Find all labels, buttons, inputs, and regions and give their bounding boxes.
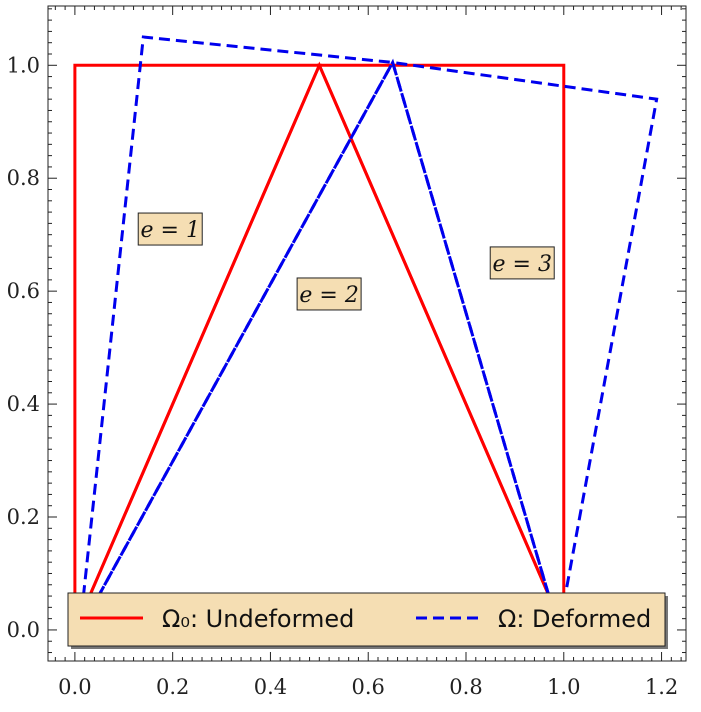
x-tick-label: 1.2 [645,675,678,699]
undeformed-element-2 [73,61,567,632]
element-label-3: e = 3 [493,252,552,277]
x-tick-label: 0.8 [449,675,482,699]
element-label-1: e = 1 [141,218,200,243]
annotation-box [296,277,362,311]
y-tick-label: 1.0 [7,53,40,77]
x-tick-label: 0.2 [156,675,189,699]
x-tick-label: 0.4 [254,675,287,699]
deformed-element-1 [78,35,396,631]
axis-ticks: 0.0 0.2 0.4 0.6 0.8 1.0 1.2 0.0 0.2 0.4 0.6 0.8 1.0 [7,6,686,699]
plot-frame [47,5,687,662]
annotation-box [137,212,203,246]
x-tick-label: 0.6 [352,675,385,699]
deformed-element-2 [78,58,561,632]
legend-box [67,592,666,647]
annotation-box [489,246,555,280]
element-annotations: e = 1 e = 2 e = 3 [137,212,555,311]
plot-lines [73,35,659,632]
element-label-2: e = 2 [299,283,358,308]
y-tick-label: 0.4 [7,392,40,416]
y-tick-label: 0.0 [7,618,40,642]
legend: Ω₀: Undeformed Ω: Deformed [67,592,668,649]
undeformed-legend-label: Ω₀: Undeformed [162,605,354,633]
x-tick-label: 1.0 [547,675,580,699]
y-tick-label: 0.6 [7,279,40,303]
y-tick-label: 0.8 [7,166,40,190]
x-tick-label: 0.0 [58,675,91,699]
deformed-legend-label: Ω: Deformed [498,605,651,633]
y-tick-label: 0.2 [7,505,40,529]
undeformed-element-3 [317,63,566,631]
deformed-element-3 [390,60,659,631]
